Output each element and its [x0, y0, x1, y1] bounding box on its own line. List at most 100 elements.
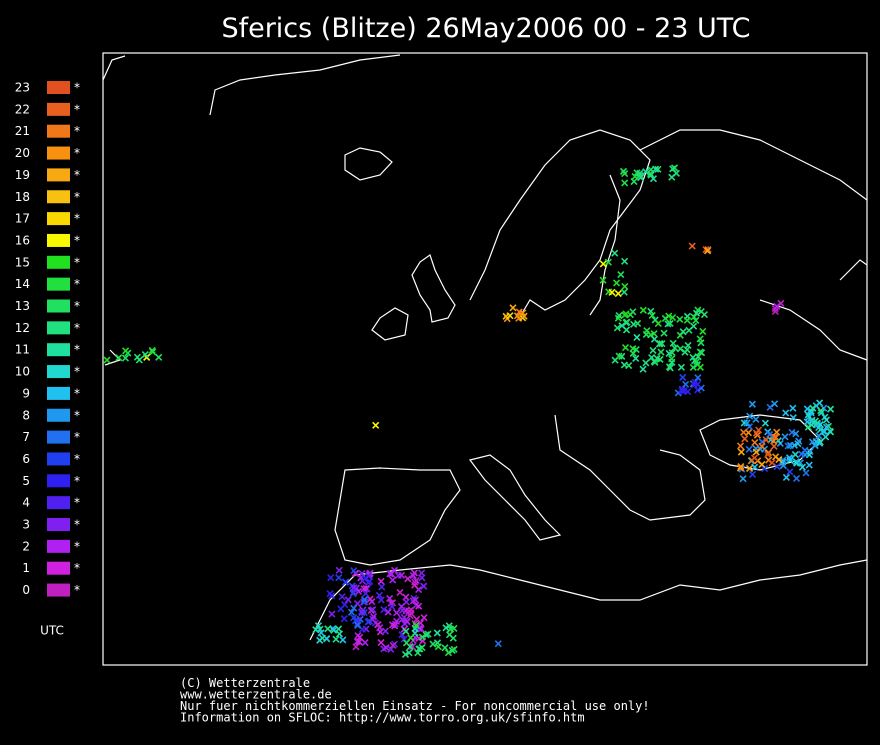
strike [629, 308, 637, 316]
strike [369, 613, 378, 621]
strike [648, 353, 656, 362]
legend-marker: * [74, 124, 80, 138]
strike [413, 615, 421, 623]
legend-hour: 0 [22, 583, 30, 597]
strike [634, 319, 642, 327]
strike [822, 433, 830, 441]
strike [400, 635, 408, 643]
strike [121, 354, 130, 362]
legend-marker: * [74, 452, 80, 466]
strike [352, 643, 360, 651]
legend-marker: * [74, 146, 80, 160]
strike [391, 622, 399, 630]
strike [155, 353, 163, 361]
strike [361, 639, 369, 647]
strike [608, 288, 616, 296]
strike [639, 365, 647, 373]
strike [642, 359, 650, 367]
strike [141, 351, 149, 359]
strike [403, 617, 411, 625]
strike [812, 437, 820, 446]
strike [148, 346, 156, 355]
strike [615, 312, 623, 320]
strike [822, 423, 831, 431]
strike [408, 643, 417, 651]
legend-marker: * [74, 561, 80, 575]
strike [773, 463, 781, 471]
strike [382, 644, 390, 652]
legend-marker: * [74, 299, 80, 313]
strike [685, 326, 693, 334]
strike [407, 634, 415, 642]
strike [791, 450, 799, 459]
strike [669, 313, 677, 322]
strike [377, 577, 385, 585]
strike [652, 165, 660, 173]
legend-swatch [47, 81, 70, 94]
strike [679, 328, 687, 336]
strike [350, 584, 358, 592]
strike [696, 363, 704, 371]
strike [789, 414, 797, 422]
strike [404, 575, 412, 583]
legend-swatch [47, 233, 70, 247]
strike [642, 168, 650, 176]
strike [361, 598, 369, 606]
strike [401, 650, 410, 658]
strike [668, 355, 676, 363]
strike [122, 347, 130, 355]
strike [779, 461, 787, 470]
strike [745, 445, 753, 453]
legend-marker: * [74, 408, 80, 422]
strike [649, 346, 657, 354]
strike [676, 345, 684, 353]
strike [620, 361, 628, 369]
strike [420, 582, 428, 590]
strike [409, 571, 417, 580]
legend-swatch [47, 212, 70, 226]
strike [689, 363, 697, 371]
strike [599, 276, 607, 284]
strike [411, 596, 420, 604]
strike [356, 633, 364, 641]
strike [751, 439, 759, 447]
strike [676, 315, 684, 323]
strike [316, 636, 324, 644]
legend-swatch [47, 277, 70, 291]
strike [614, 290, 622, 298]
legend-hour: 17 [15, 212, 30, 226]
title: Sferics (Blitze) 26May2006 00 - 23 UTC [221, 13, 750, 44]
strike [406, 611, 414, 620]
legend-hour: 5 [22, 474, 30, 488]
map-frame [102, 52, 868, 666]
strike [752, 415, 760, 423]
strike [621, 179, 629, 187]
legend-hour: 15 [15, 255, 30, 269]
strike [761, 464, 769, 473]
strike [328, 610, 336, 618]
strike [793, 459, 801, 467]
strike [736, 442, 745, 450]
legend-swatch [47, 474, 70, 488]
legend-hour: 13 [15, 299, 30, 313]
strike [324, 625, 332, 633]
strike [377, 596, 385, 604]
legend-swatch [47, 365, 70, 379]
legend-marker: * [74, 102, 80, 116]
strike [653, 354, 661, 363]
strike [342, 578, 350, 586]
strike [135, 356, 143, 364]
strike [396, 588, 404, 597]
strike [335, 574, 343, 582]
strike [332, 635, 340, 643]
legend-hour: 2 [22, 539, 30, 553]
strike [740, 428, 748, 436]
legend-hour: 18 [15, 190, 30, 204]
strike [386, 570, 394, 578]
strike [786, 468, 794, 476]
strike [666, 364, 674, 372]
strike [373, 621, 382, 629]
strike [377, 639, 385, 647]
strike [418, 574, 426, 582]
footer-line: (C) Wetterzentrale [180, 676, 310, 690]
